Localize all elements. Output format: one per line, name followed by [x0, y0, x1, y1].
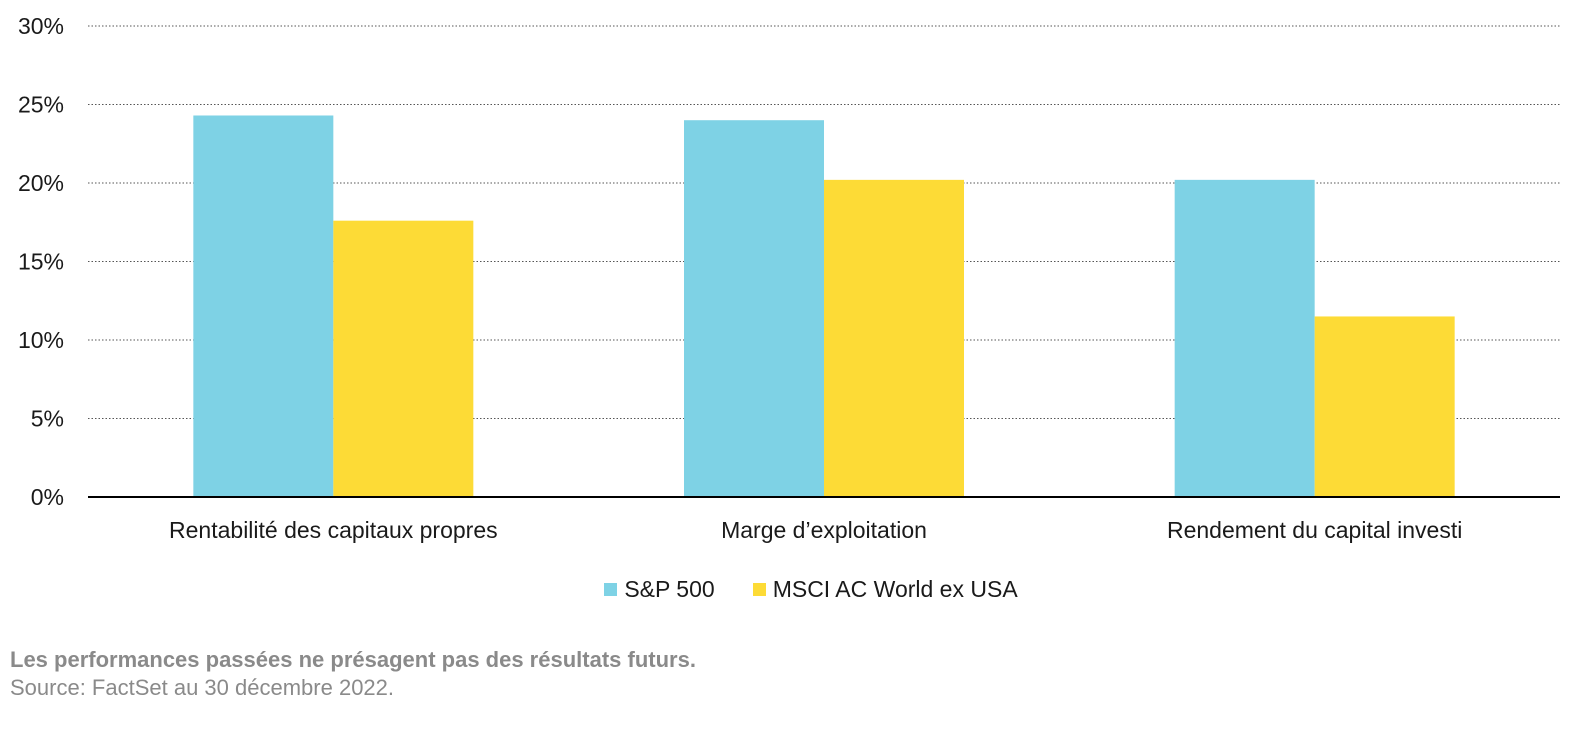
x-category-label: Rentabilité des capitaux propres: [169, 517, 498, 543]
legend-label-sp500: S&P 500: [624, 576, 715, 602]
x-category-label: Marge d’exploitation: [721, 517, 927, 543]
bar-sp500-0: [193, 115, 334, 498]
legend: S&P 500 MSCI AC World ex USA: [0, 576, 1582, 603]
x-axis-category-labels: Rentabilité des capitaux propres Marge d’…: [169, 517, 1462, 543]
legend-swatch-sp500: [604, 583, 618, 596]
y-tick-label: 20%: [18, 170, 64, 196]
bar-sp500-1: [684, 120, 824, 497]
y-tick-label: 15%: [18, 249, 64, 275]
bar-msci-2: [1314, 316, 1455, 497]
x-category-label: Rendement du capital investi: [1167, 517, 1462, 543]
bars: [193, 115, 1455, 498]
y-tick-label: 10%: [18, 327, 64, 353]
legend-label-msci: MSCI AC World ex USA: [772, 576, 1018, 602]
bar-msci-1: [824, 179, 964, 498]
y-axis-tick-labels: 0% 5% 10% 15% 20% 25% 30%: [18, 13, 64, 510]
disclaimer-text: Les performances passées ne présagent pa…: [10, 647, 696, 672]
y-tick-label: 25%: [18, 92, 64, 118]
bar-msci-0: [333, 220, 474, 497]
bar-chart: 0% 5% 10% 15% 20% 25% 30% Rentabilité des capi…: [18, 13, 1560, 543]
y-tick-label: 30%: [18, 13, 64, 39]
y-tick-label: 0%: [31, 484, 64, 510]
source-text: Source: FactSet au 30 décembre 2022.: [10, 675, 395, 700]
y-tick-label: 5%: [31, 406, 64, 432]
legend-item-msci: MSCI AC World ex USA: [752, 576, 1018, 603]
legend-item-sp500: S&P 500: [604, 576, 715, 603]
legend-swatch-msci: [752, 583, 766, 596]
footer: Les performances passées ne présagent pa…: [10, 646, 696, 702]
bar-sp500-2: [1174, 179, 1315, 498]
